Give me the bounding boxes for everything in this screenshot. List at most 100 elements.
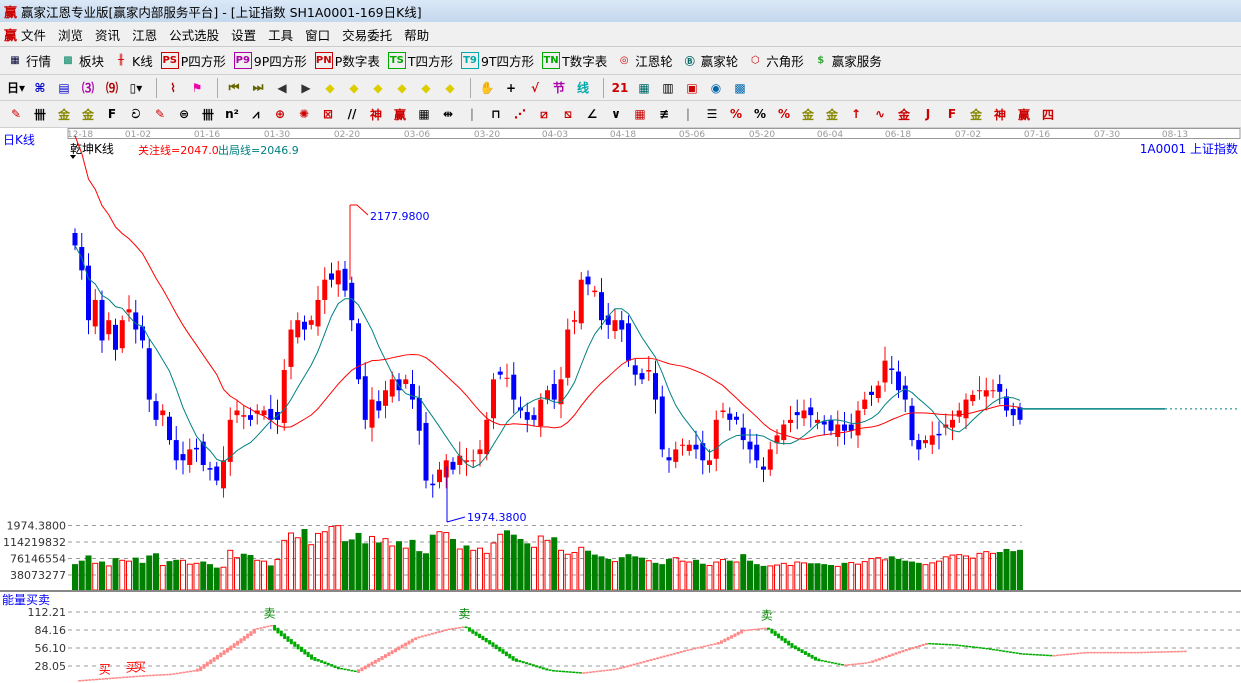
festival-icon[interactable]: 节 <box>552 81 565 95</box>
candle-style-icon[interactable]: ▯▾ <box>129 80 143 95</box>
menu-logo-icon[interactable]: 赢 <box>4 28 18 44</box>
toolbar-p-square-button[interactable]: PS P四方形 <box>160 51 226 70</box>
toolbar-winner-service-button[interactable]: $ 赢家服务 <box>812 51 882 70</box>
toolbar-gann-wheel-button[interactable]: ◎ 江恩轮 <box>615 51 673 70</box>
drawing-tool-icon[interactable]: ☰ <box>706 107 718 121</box>
drawing-tool-icon[interactable]: J <box>925 107 931 121</box>
zoom-h-icon[interactable]: ◆ <box>373 80 383 95</box>
flag-icon[interactable]: ⚑ <box>191 80 203 95</box>
drawing-tool-icon[interactable]: ✎ <box>154 107 166 121</box>
drawing-tool-icon[interactable]: ⇹ <box>442 107 454 121</box>
drawing-tool-icon[interactable]: // <box>347 107 357 121</box>
drawing-tool-icon[interactable]: ∠ <box>586 107 598 121</box>
drawing-tool-icon[interactable]: 卌 <box>33 107 46 122</box>
toolbar-t-square-button[interactable]: TS T四方形 <box>387 51 453 70</box>
toolbar-p-number-table-button[interactable]: PN P数字表 <box>314 51 380 70</box>
drawing-tool-icon[interactable]: ⊓ <box>491 107 501 121</box>
menu-item-4[interactable]: 公式选股 <box>169 27 220 43</box>
calculator-icon[interactable]: ▦ <box>638 80 650 95</box>
toolbar-kline-button[interactable]: ╫ K线 <box>112 51 153 70</box>
overlay-icon[interactable]: ⌇ <box>170 80 176 95</box>
next-icon[interactable]: ▶ <box>301 80 311 95</box>
drawing-tool-icon[interactable]: ↑ <box>850 107 862 121</box>
print-icon[interactable]: ▩ <box>734 80 746 95</box>
zoom-in-icon[interactable]: ◆ <box>397 80 407 95</box>
drawing-tool-icon[interactable]: ව <box>131 106 141 121</box>
kline-chart[interactable]: 12-18 01-02 01-16 01-30 02-20 03-06 03-20 04-03… <box>0 128 1241 683</box>
ma3-icon[interactable]: ⑶ <box>81 81 94 95</box>
drawing-tool-icon[interactable]: F <box>107 107 117 121</box>
period-select-icon[interactable]: 日▾ <box>6 81 26 95</box>
first-icon[interactable]: ⏮ <box>228 80 240 94</box>
drawing-tool-icon[interactable]: ⧅ <box>564 106 572 121</box>
ma9-icon[interactable]: ⑼ <box>105 81 118 95</box>
toolbar-9p-square-button[interactable]: P9 9P四方形 <box>233 51 307 70</box>
check-icon[interactable]: √ <box>530 80 539 95</box>
menu-item-9[interactable]: 帮助 <box>404 27 430 43</box>
menu-item-7[interactable]: 窗口 <box>305 27 331 43</box>
shift-left-icon[interactable]: ◆ <box>325 80 335 95</box>
menu-item-6[interactable]: 工具 <box>268 27 294 43</box>
network-icon[interactable]: ◉ <box>710 80 722 95</box>
drawing-tool-icon[interactable]: ⊕ <box>274 107 286 121</box>
drawing-tool-icon[interactable]: % <box>777 107 791 121</box>
hand-icon[interactable]: ✋ <box>479 80 495 95</box>
volume-bar <box>612 561 618 591</box>
line-icon[interactable]: 线 <box>576 81 589 95</box>
drawing-tool-icon[interactable]: 卌 <box>201 107 214 122</box>
menu-item-5[interactable]: 设置 <box>231 27 257 43</box>
drawing-tool-icon[interactable]: 金 <box>825 107 838 122</box>
energy-mark <box>131 675 135 678</box>
calendar-icon[interactable]: 21 <box>611 80 629 95</box>
drawing-tool-icon[interactable]: 金 <box>81 107 94 122</box>
toolbar-hexagon-button[interactable]: ⬡ 六角形 <box>746 51 804 70</box>
energy-mark <box>733 633 737 637</box>
zoom-out-icon[interactable]: ◆ <box>421 80 431 95</box>
drawing-tool-icon[interactable]: 赢 <box>1017 107 1030 122</box>
drawing-tool-icon[interactable]: ⊜ <box>178 107 190 121</box>
drawing-tool-icon[interactable]: 四 <box>1041 107 1054 122</box>
crosshair-icon[interactable]: + <box>505 80 517 95</box>
drawing-tool-icon[interactable]: 金 <box>969 107 982 122</box>
drawing-tool-icon[interactable]: ✺ <box>298 107 310 121</box>
drawing-tool-icon[interactable]: 金 <box>897 107 910 122</box>
drawing-tool-icon[interactable]: ≢ <box>658 107 670 121</box>
drawing-tool-icon[interactable]: ▦ <box>418 107 430 121</box>
drawing-tool-icon[interactable]: 神 <box>369 107 382 122</box>
last-icon[interactable]: ⏭ <box>252 80 264 94</box>
drawing-tool-icon[interactable]: 神 <box>993 107 1006 122</box>
drawing-tool-icon[interactable]: 赢 <box>393 107 406 122</box>
save-icon[interactable]: ▣ <box>686 80 698 95</box>
drawing-tool-icon[interactable]: ∿ <box>874 107 886 121</box>
menu-item-3[interactable]: 江恩 <box>132 27 158 43</box>
drawing-tool-icon[interactable]: ⩘ <box>252 106 260 121</box>
drawing-tool-icon[interactable]: 金 <box>801 107 814 122</box>
toolbar-sectors-button[interactable]: ▩ 板块 <box>59 51 104 70</box>
drawing-tool-icon[interactable]: % <box>753 107 767 121</box>
menu-item-8[interactable]: 交易委托 <box>342 27 393 43</box>
toolbar-winner-wheel-button[interactable]: Ⓑ 赢家轮 <box>681 51 739 70</box>
toolbar-t-number-table-button[interactable]: TN T数字表 <box>542 51 607 70</box>
drawing-tool-icon[interactable]: ⊠ <box>322 107 334 121</box>
toolbar-9t-square-button[interactable]: T9 9T四方形 <box>460 51 534 70</box>
drawing-tool-icon[interactable]: ⋰ <box>514 107 526 121</box>
drawing-tool-icon[interactable]: n² <box>225 107 239 121</box>
zoom-v-icon[interactable]: ◆ <box>445 80 455 95</box>
drawing-tool-icon[interactable]: 金 <box>57 107 70 122</box>
menu-item-1[interactable]: 浏览 <box>58 27 84 43</box>
pattern-icon[interactable]: ⌘ <box>34 80 46 95</box>
drawing-tool-icon[interactable]: ∨ <box>611 107 621 121</box>
shift-right-icon[interactable]: ◆ <box>349 80 359 95</box>
drawing-tool-icon[interactable]: F <box>947 107 957 121</box>
report-icon[interactable]: ▥ <box>662 80 674 95</box>
drawing-tool-icon[interactable]: ▦ <box>634 107 646 121</box>
drawing-tool-icon[interactable]: ⧄ <box>540 106 548 121</box>
energy-mark <box>955 644 959 646</box>
drawing-tool-icon[interactable]: % <box>729 107 743 121</box>
menu-item-0[interactable]: 文件 <box>21 27 47 43</box>
notes-icon[interactable]: ▤ <box>58 80 70 95</box>
prev-icon[interactable]: ◀ <box>277 80 287 95</box>
menu-item-2[interactable]: 资讯 <box>95 27 121 43</box>
toolbar-quotes-button[interactable]: ▦ 行情 <box>6 51 51 70</box>
drawing-tool-icon[interactable]: ✎ <box>10 107 22 121</box>
